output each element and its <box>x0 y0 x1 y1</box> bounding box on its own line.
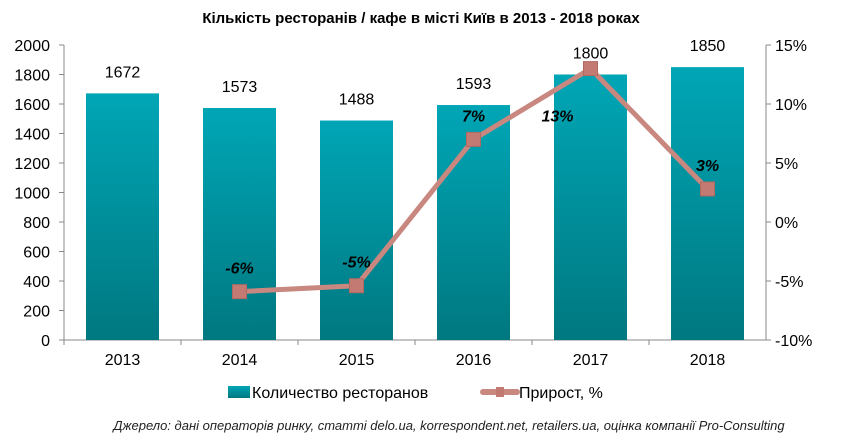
legend-line-label: Прирост, % <box>519 385 603 402</box>
growth-value-label: -5% <box>342 255 370 272</box>
bar-2014 <box>203 107 276 340</box>
right-tick-label: 15% <box>775 38 807 55</box>
left-tick-label: 800 <box>23 215 50 232</box>
left-tick-label: 600 <box>23 245 50 262</box>
x-tick-label: 2013 <box>105 352 141 369</box>
bar-value-label: 1672 <box>105 64 141 81</box>
x-tick-label: 2018 <box>690 352 726 369</box>
growth-value-label: 13% <box>541 109 573 126</box>
growth-value-label: 3% <box>696 158 719 175</box>
growth-value-label: -6% <box>225 261 253 278</box>
bar-value-label: 1488 <box>339 92 375 109</box>
left-tick-label: 0 <box>41 333 50 350</box>
bar-value-label: 1850 <box>690 38 726 55</box>
source-note: Джерело: дані операторів ринку, статті d… <box>111 418 785 433</box>
left-tick-label: 400 <box>23 274 50 291</box>
left-tick-label: 200 <box>23 304 50 321</box>
right-tick-label: 5% <box>775 156 798 173</box>
left-tick-label: 1400 <box>14 127 50 144</box>
left-tick-label: 1800 <box>14 68 50 85</box>
left-tick-label: 1200 <box>14 156 50 173</box>
x-tick-label: 2015 <box>339 352 375 369</box>
bar-value-label: 1593 <box>456 76 492 93</box>
growth-marker-2017 <box>583 61 598 77</box>
growth-marker-2018 <box>700 181 715 197</box>
bar-2015 <box>320 120 393 341</box>
right-tick-label: 0% <box>775 215 798 232</box>
right-tick-label: -5% <box>775 274 803 291</box>
x-tick-label: 2014 <box>222 352 258 369</box>
left-tick-label: 1000 <box>14 186 50 203</box>
growth-value-label: 7% <box>462 108 485 125</box>
growth-marker-2015 <box>349 278 364 294</box>
right-tick-label: -10% <box>775 333 812 350</box>
legend-marker-swatch <box>496 387 504 397</box>
bar-value-label: 1800 <box>573 46 609 63</box>
right-tick-label: 10% <box>775 97 807 114</box>
bar-2018 <box>671 67 744 340</box>
chart-title: Кількість ресторанів / кафе в місті Київ… <box>202 10 640 27</box>
bar-value-label: 1573 <box>222 79 258 96</box>
left-tick-label: 2000 <box>14 38 50 55</box>
x-tick-label: 2016 <box>456 352 492 369</box>
x-tick-label: 2017 <box>573 352 609 369</box>
bar-2013 <box>86 93 159 340</box>
growth-marker-2016 <box>466 131 481 147</box>
left-tick-label: 1600 <box>14 97 50 114</box>
growth-marker-2014 <box>232 284 247 300</box>
legend-bar-label: Количество ресторанов <box>252 385 428 402</box>
legend-bar-swatch <box>228 386 250 398</box>
bar-2017 <box>554 74 627 340</box>
